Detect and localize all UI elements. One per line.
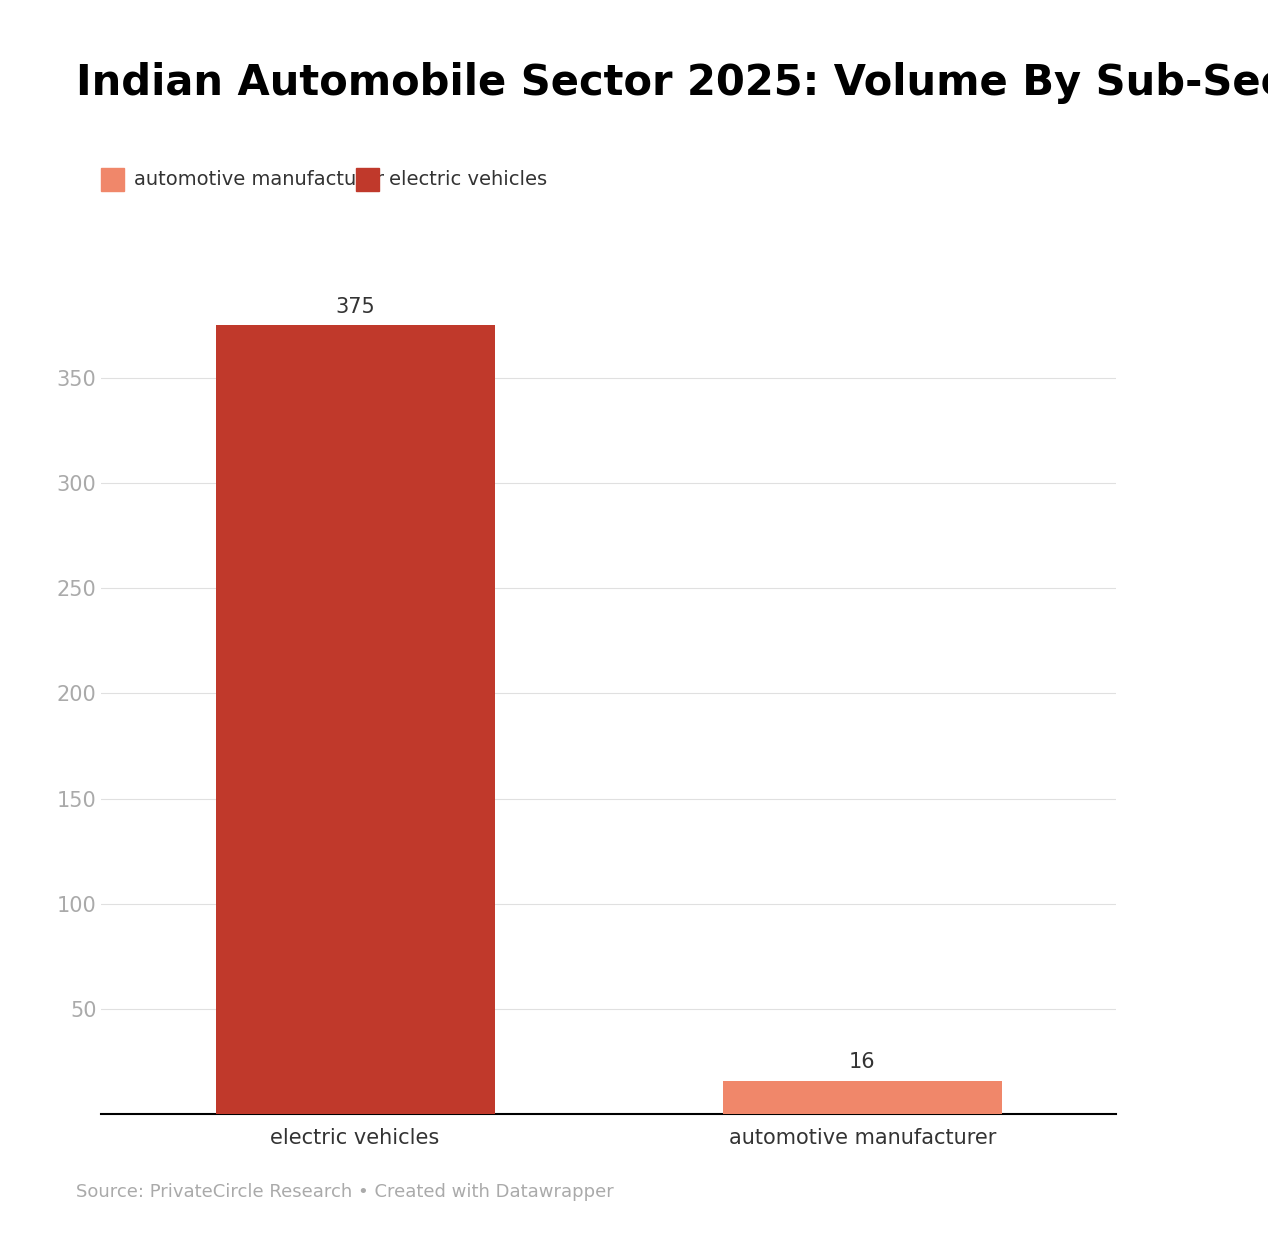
- Bar: [216, 324, 495, 1114]
- Text: 16: 16: [850, 1052, 875, 1072]
- Text: electric vehicles: electric vehicles: [389, 170, 548, 189]
- Text: Indian Automobile Sector 2025: Volume By Sub-Sector: Indian Automobile Sector 2025: Volume By…: [76, 62, 1268, 104]
- Bar: [723, 1081, 1002, 1114]
- Text: Source: PrivateCircle Research • Created with Datawrapper: Source: PrivateCircle Research • Created…: [76, 1182, 614, 1201]
- Text: 375: 375: [335, 297, 375, 317]
- Text: automotive manufacturer: automotive manufacturer: [134, 170, 384, 189]
